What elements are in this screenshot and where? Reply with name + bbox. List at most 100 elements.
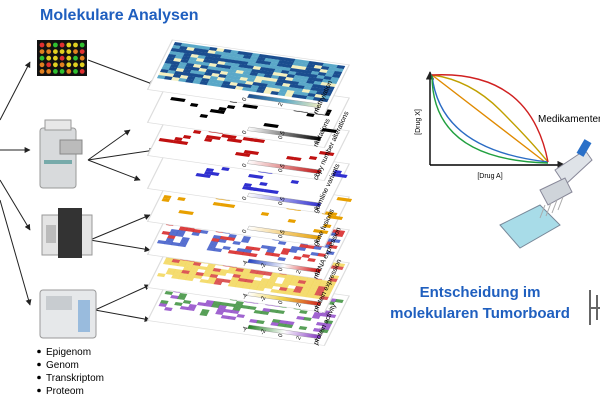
heat-cell (186, 307, 196, 312)
heat-cell (168, 232, 178, 237)
heat-cell (284, 308, 294, 313)
heat-cell (221, 266, 231, 271)
heat-cell (261, 64, 270, 69)
heat-cell (199, 279, 209, 284)
colorbar-tick-label: 4 (314, 271, 321, 277)
heat-cell (239, 61, 249, 66)
heat-cell (242, 104, 259, 110)
heat-cell (300, 290, 310, 295)
heat-cell (164, 225, 174, 230)
heat-cell (192, 80, 202, 85)
heat-cell (315, 322, 325, 327)
heat-cell (199, 263, 209, 268)
heat-cell (284, 275, 294, 280)
heat-cell (271, 286, 281, 291)
heat-cell (253, 79, 263, 84)
heat-cell (180, 59, 190, 64)
heat-cell (171, 242, 181, 247)
heat-cell (263, 74, 273, 79)
colorbar-tick-label: 2 (296, 269, 303, 275)
heat-cell (219, 203, 236, 209)
heat-cell (174, 55, 184, 60)
heat-cell (281, 314, 291, 319)
heat-cell (203, 72, 213, 77)
heat-cell (202, 273, 212, 278)
heat-cell (242, 236, 252, 241)
array-spot (39, 69, 45, 74)
heat-cell (259, 314, 269, 319)
heat-cell (324, 73, 334, 78)
heat-cell (280, 251, 290, 256)
heat-cell (178, 293, 188, 298)
heat-cell (173, 42, 183, 47)
heat-cell (177, 296, 187, 301)
heat-cell (259, 248, 269, 253)
heat-cell (315, 91, 325, 96)
heat-cell (331, 239, 341, 244)
heat-cell (161, 198, 171, 203)
heat-cell (263, 272, 273, 277)
heat-cell (291, 78, 301, 83)
heat-cell (240, 305, 250, 310)
heat-cell (270, 91, 280, 96)
heat-cell (226, 105, 236, 110)
heat-cell (331, 305, 341, 310)
heat-cell (312, 229, 329, 235)
heat-cell (182, 267, 192, 272)
array-spot (46, 55, 52, 61)
heat-cell (175, 68, 185, 73)
heat-cell (220, 55, 229, 60)
heat-cell (276, 63, 286, 68)
heat-cell (175, 299, 185, 304)
heat-cell (324, 287, 334, 292)
heat-cell (179, 46, 188, 51)
heat-cell (290, 312, 300, 317)
heat-cell (278, 254, 288, 259)
heat-cell (184, 264, 194, 269)
heat-cell (309, 74, 319, 79)
heat-cell (252, 247, 261, 252)
heat-cell (313, 81, 323, 86)
heat-cell (161, 264, 171, 269)
heat-cell (222, 65, 232, 70)
heat-cell (204, 171, 220, 177)
heat-cell (209, 76, 219, 81)
array-spot (46, 49, 52, 54)
colorbar-tick-label: 0 (242, 162, 249, 168)
heat-cell (327, 215, 344, 221)
heat-cell (196, 236, 206, 241)
heat-cell (330, 308, 340, 313)
heat-cell (277, 76, 287, 81)
heat-cell (229, 247, 239, 252)
heat-cell (324, 254, 334, 259)
colorbar-tick-label: 1 (314, 172, 321, 178)
heat-cell (162, 63, 172, 68)
heat-cell (304, 281, 314, 286)
heat-cell (246, 309, 256, 314)
heat-cell (334, 299, 344, 304)
heat-cell (286, 74, 296, 79)
heat-cell (306, 64, 316, 69)
heat-cell (200, 243, 210, 248)
heat-cell (213, 83, 223, 88)
heat-cell (213, 248, 223, 253)
heat-cell (336, 296, 346, 301)
colorbar (247, 192, 322, 207)
colorbar-tick-label: -2 (260, 328, 268, 336)
heat-cell (285, 90, 295, 95)
heat-cell (198, 52, 208, 57)
heat-cell (215, 64, 225, 69)
heat-cell (221, 52, 231, 57)
array-spot (73, 42, 78, 48)
colorbar (247, 126, 322, 141)
heat-cell (236, 83, 246, 88)
heat-cell (283, 278, 293, 283)
heat-cell (243, 84, 253, 89)
heat-cell (282, 67, 292, 72)
heat-cell (274, 82, 284, 87)
analyzer-icon (41, 208, 93, 258)
heat-cell (201, 46, 211, 51)
heat-cell (287, 219, 297, 224)
heat-cell (191, 51, 201, 56)
heat-cell (182, 135, 192, 140)
